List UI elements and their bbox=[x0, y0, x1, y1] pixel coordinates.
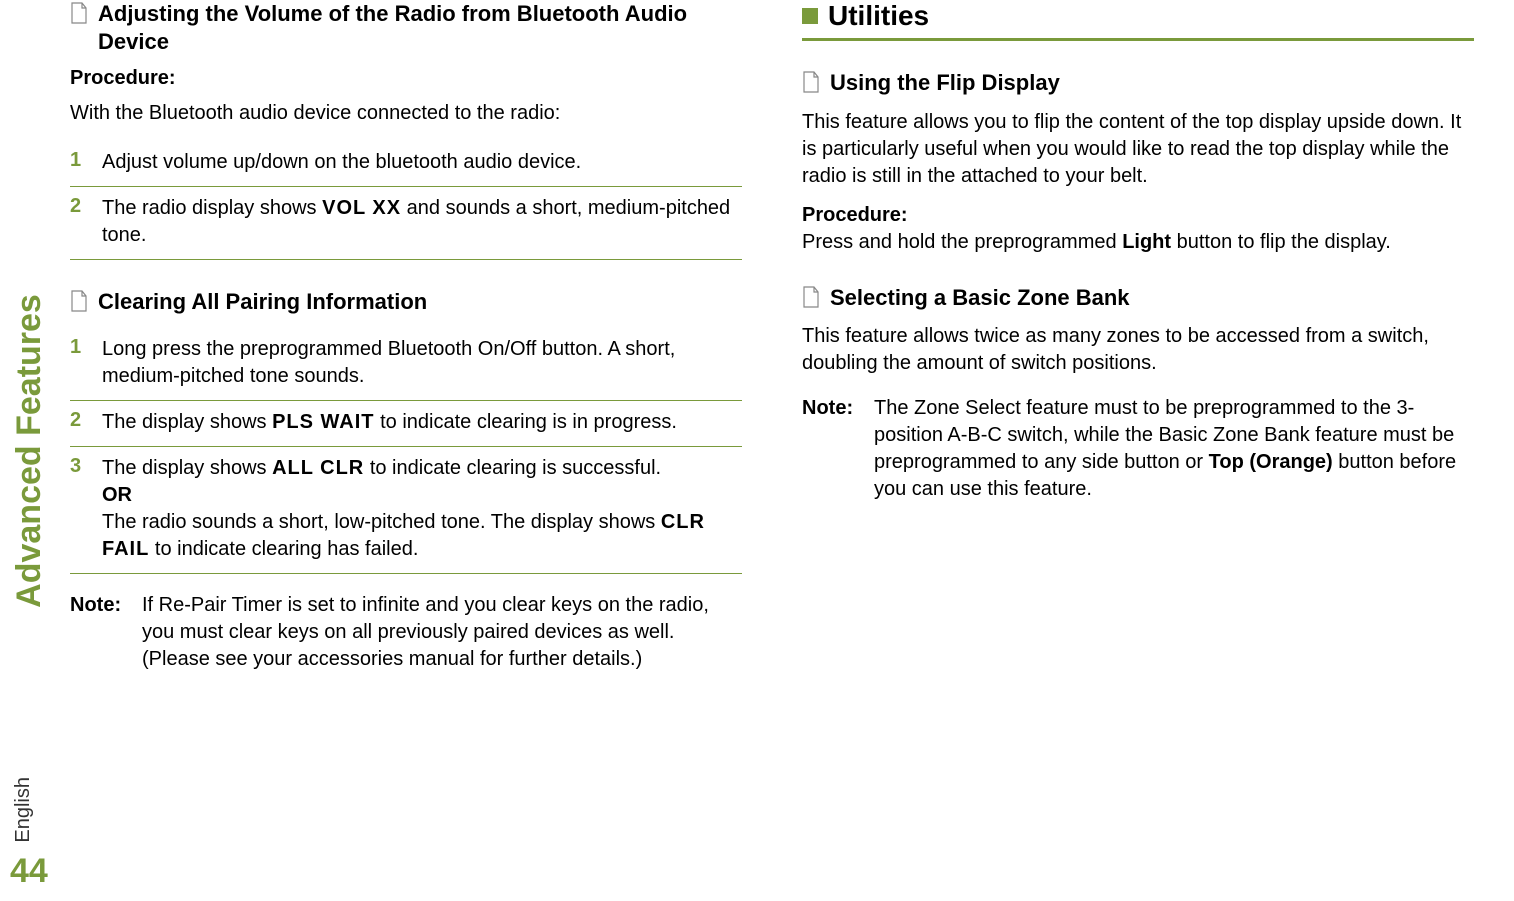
section-clear-pairing: Clearing All Pairing Information 1 Long … bbox=[70, 288, 742, 673]
step-row: 2 The radio display shows VOL XX and sou… bbox=[70, 187, 742, 260]
subheading-clear-pairing: Clearing All Pairing Information bbox=[70, 288, 742, 316]
subheading-zone-bank: Selecting a Basic Zone Bank bbox=[802, 284, 1474, 312]
step-text: The display shows ALL CLR to indicate cl… bbox=[102, 455, 742, 563]
step-row: 3 The display shows ALL CLR to indicate … bbox=[70, 447, 742, 574]
step-text: Adjust volume up/down on the bluetooth a… bbox=[102, 149, 581, 176]
chapter-side-label: Advanced Features bbox=[10, 294, 49, 608]
bold-fragment: Top (Orange) bbox=[1209, 451, 1333, 473]
section-bluetooth-volume: Adjusting the Volume of the Radio from B… bbox=[70, 0, 742, 260]
note-text: If Re-Pair Timer is set to infinite and … bbox=[142, 592, 742, 673]
note-text: The Zone Select feature must to be prepr… bbox=[874, 395, 1474, 503]
page-number: 44 bbox=[10, 852, 48, 891]
main-heading-utilities: Utilities bbox=[802, 0, 1474, 41]
note-block: Note: The Zone Select feature must to be… bbox=[802, 395, 1474, 503]
display-code: PLS WAIT bbox=[272, 411, 374, 433]
step-text: Long press the preprogrammed Bluetooth O… bbox=[102, 336, 742, 390]
section-intro: This feature allows twice as many zones … bbox=[802, 323, 1474, 377]
display-code: ALL CLR bbox=[272, 457, 364, 479]
note-label: Note: bbox=[802, 395, 860, 503]
left-column: Adjusting the Volume of the Radio from B… bbox=[70, 0, 742, 901]
step-number: 1 bbox=[70, 149, 88, 176]
procedure-label: Procedure: bbox=[802, 204, 1474, 227]
subheading-text: Selecting a Basic Zone Bank bbox=[830, 284, 1130, 312]
step-number: 3 bbox=[70, 455, 88, 563]
step-number: 2 bbox=[70, 195, 88, 249]
display-code: VOL XX bbox=[322, 197, 401, 219]
note-block: Note: If Re-Pair Timer is set to infinit… bbox=[70, 592, 742, 673]
procedure-text: Press and hold the preprogrammed Light b… bbox=[802, 229, 1474, 256]
step-number: 1 bbox=[70, 336, 88, 390]
document-icon bbox=[70, 2, 88, 24]
text-fragment: button to flip the display. bbox=[1171, 231, 1391, 253]
manual-page: Advanced Features English 44 Adjusting t… bbox=[0, 0, 1514, 901]
text-fragment: The radio display shows bbox=[102, 197, 322, 219]
text-fragment: Press and hold the preprogrammed bbox=[802, 231, 1122, 253]
section-zone-bank: Selecting a Basic Zone Bank This feature… bbox=[802, 284, 1474, 504]
step-text: The display shows PLS WAIT to indicate c… bbox=[102, 409, 677, 436]
text-fragment: The display shows bbox=[102, 411, 272, 433]
step-text: The radio display shows VOL XX and sound… bbox=[102, 195, 742, 249]
text-fragment: to indicate clearing has failed. bbox=[149, 538, 418, 560]
subheading-flip-display: Using the Flip Display bbox=[802, 69, 1474, 97]
subheading-text: Using the Flip Display bbox=[830, 69, 1060, 97]
procedure-label: Procedure: bbox=[70, 67, 742, 90]
text-fragment: to indicate clearing is in progress. bbox=[375, 411, 677, 433]
document-icon bbox=[70, 290, 88, 312]
step-row: 2 The display shows PLS WAIT to indicate… bbox=[70, 401, 742, 447]
subheading-bluetooth-volume: Adjusting the Volume of the Radio from B… bbox=[70, 0, 742, 55]
procedure-intro: With the Bluetooth audio device connecte… bbox=[70, 100, 742, 127]
right-column: Utilities Using the Flip Display This fe… bbox=[802, 0, 1474, 901]
square-bullet-icon bbox=[802, 8, 818, 24]
bold-fragment: Light bbox=[1122, 231, 1171, 253]
text-fragment: The display shows bbox=[102, 457, 272, 479]
step-row: 1 Long press the preprogrammed Bluetooth… bbox=[70, 328, 742, 401]
step-number: 2 bbox=[70, 409, 88, 436]
document-icon bbox=[802, 71, 820, 93]
subheading-text: Adjusting the Volume of the Radio from B… bbox=[98, 0, 742, 55]
note-label: Note: bbox=[70, 592, 128, 673]
language-tab: English bbox=[12, 777, 35, 843]
step-list: 1 Long press the preprogrammed Bluetooth… bbox=[70, 328, 742, 574]
section-intro: This feature allows you to flip the cont… bbox=[802, 109, 1474, 190]
or-separator: OR bbox=[102, 484, 132, 506]
subheading-text: Clearing All Pairing Information bbox=[98, 288, 427, 316]
document-icon bbox=[802, 286, 820, 308]
text-fragment: The radio sounds a short, low-pitched to… bbox=[102, 511, 661, 533]
text-fragment: to indicate clearing is successful. bbox=[364, 457, 661, 479]
section-flip-display: Using the Flip Display This feature allo… bbox=[802, 69, 1474, 256]
content-columns: Adjusting the Volume of the Radio from B… bbox=[0, 0, 1514, 901]
step-row: 1 Adjust volume up/down on the bluetooth… bbox=[70, 141, 742, 187]
step-list: 1 Adjust volume up/down on the bluetooth… bbox=[70, 141, 742, 260]
main-heading-text: Utilities bbox=[828, 0, 929, 32]
